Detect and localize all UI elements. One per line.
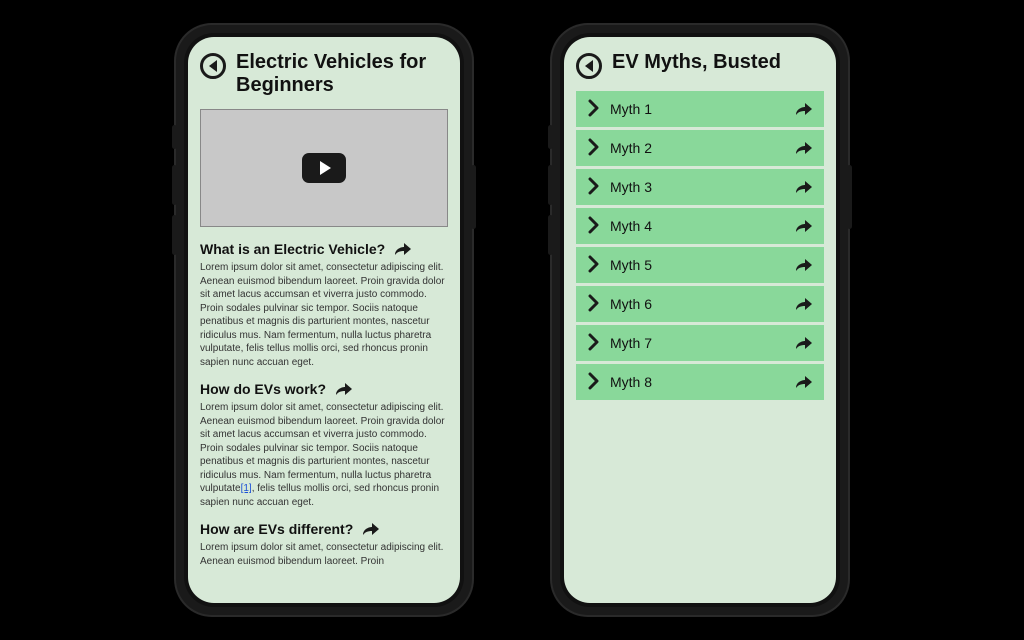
share-button[interactable] xyxy=(359,521,381,537)
phone-bezel: Electric Vehicles for Beginners What is … xyxy=(184,33,464,607)
share-icon xyxy=(792,218,814,234)
myth-label: Myth 2 xyxy=(610,140,792,156)
myth-label: Myth 8 xyxy=(610,374,792,390)
section-body: Lorem ipsum dolor sit amet, consectetur … xyxy=(200,261,448,369)
myth-row[interactable]: Myth 6 xyxy=(576,286,824,322)
citation-link[interactable]: [1] xyxy=(241,483,252,494)
myth-row[interactable]: Myth 7 xyxy=(576,325,824,361)
section-body: Lorem ipsum dolor sit amet, consectetur … xyxy=(200,541,448,568)
section-heading-text: What is an Electric Vehicle? xyxy=(200,241,385,257)
back-button[interactable] xyxy=(576,53,602,79)
header: Electric Vehicles for Beginners xyxy=(200,51,448,97)
phone-side-button xyxy=(172,215,177,255)
play-icon xyxy=(302,153,346,183)
section-body: Lorem ipsum dolor sit amet, consectetur … xyxy=(200,401,448,509)
section-heading: What is an Electric Vehicle? xyxy=(200,241,448,257)
chevron-right-icon xyxy=(586,255,602,276)
section-heading-text: How are EVs different? xyxy=(200,521,353,537)
phone-side-button xyxy=(471,165,476,229)
header: EV Myths, Busted xyxy=(576,51,824,79)
myth-list: Myth 1 Myth 2 Myth 3 Myth 4 Myth 5 Myth 6 Myth… xyxy=(576,91,824,400)
page-title: Electric Vehicles for Beginners xyxy=(236,51,448,97)
myth-label: Myth 1 xyxy=(610,101,792,117)
chevron-right-icon xyxy=(586,294,602,315)
myth-label: Myth 5 xyxy=(610,257,792,273)
share-icon xyxy=(792,257,814,273)
phone-side-button xyxy=(548,165,553,205)
video-thumbnail[interactable] xyxy=(200,109,448,227)
share-button[interactable] xyxy=(792,140,814,156)
share-button[interactable] xyxy=(792,179,814,195)
chevron-right-icon xyxy=(586,216,602,237)
myth-row[interactable]: Myth 3 xyxy=(576,169,824,205)
myth-row[interactable]: Myth 2 xyxy=(576,130,824,166)
myth-row[interactable]: Myth 8 xyxy=(576,364,824,400)
share-icon xyxy=(332,381,354,397)
phone-side-button xyxy=(548,125,553,149)
share-icon xyxy=(792,140,814,156)
back-button[interactable] xyxy=(200,53,226,79)
myth-row[interactable]: Myth 5 xyxy=(576,247,824,283)
myth-label: Myth 4 xyxy=(610,218,792,234)
phone-side-button xyxy=(172,165,177,205)
phone-frame-left: Electric Vehicles for Beginners What is … xyxy=(176,25,472,615)
share-button[interactable] xyxy=(792,257,814,273)
back-icon xyxy=(581,57,597,75)
chevron-right-icon xyxy=(586,177,602,198)
myth-label: Myth 3 xyxy=(610,179,792,195)
share-button[interactable] xyxy=(792,101,814,117)
section-heading: How do EVs work? xyxy=(200,381,448,397)
share-icon xyxy=(792,179,814,195)
screen-myths: EV Myths, Busted Myth 1Myth 2Myth 3Myth … xyxy=(564,37,836,603)
section-heading-text: How do EVs work? xyxy=(200,381,326,397)
share-button[interactable] xyxy=(792,296,814,312)
chevron-right-icon xyxy=(586,333,602,354)
share-icon xyxy=(391,241,413,257)
share-icon xyxy=(792,296,814,312)
share-button[interactable] xyxy=(332,381,354,397)
phone-side-button xyxy=(548,215,553,255)
section-body-pre: Lorem ipsum dolor sit amet, consectetur … xyxy=(200,402,445,494)
share-icon xyxy=(359,521,381,537)
chevron-right-icon xyxy=(586,372,602,393)
share-button[interactable] xyxy=(792,374,814,390)
section-heading: How are EVs different? xyxy=(200,521,448,537)
page-title: EV Myths, Busted xyxy=(612,51,781,74)
myth-row[interactable]: Myth 4 xyxy=(576,208,824,244)
screen-article: Electric Vehicles for Beginners What is … xyxy=(188,37,460,603)
share-icon xyxy=(792,374,814,390)
back-icon xyxy=(205,57,221,75)
share-button[interactable] xyxy=(792,335,814,351)
phone-bezel: EV Myths, Busted Myth 1Myth 2Myth 3Myth … xyxy=(560,33,840,607)
myth-label: Myth 7 xyxy=(610,335,792,351)
phone-frame-right: EV Myths, Busted Myth 1Myth 2Myth 3Myth … xyxy=(552,25,848,615)
phone-side-button xyxy=(847,165,852,229)
share-icon xyxy=(792,335,814,351)
chevron-right-icon xyxy=(586,99,602,120)
phone-side-button xyxy=(172,125,177,149)
share-button[interactable] xyxy=(391,241,413,257)
share-icon xyxy=(792,101,814,117)
chevron-right-icon xyxy=(586,138,602,159)
myth-row[interactable]: Myth 1 xyxy=(576,91,824,127)
share-button[interactable] xyxy=(792,218,814,234)
myth-label: Myth 6 xyxy=(610,296,792,312)
